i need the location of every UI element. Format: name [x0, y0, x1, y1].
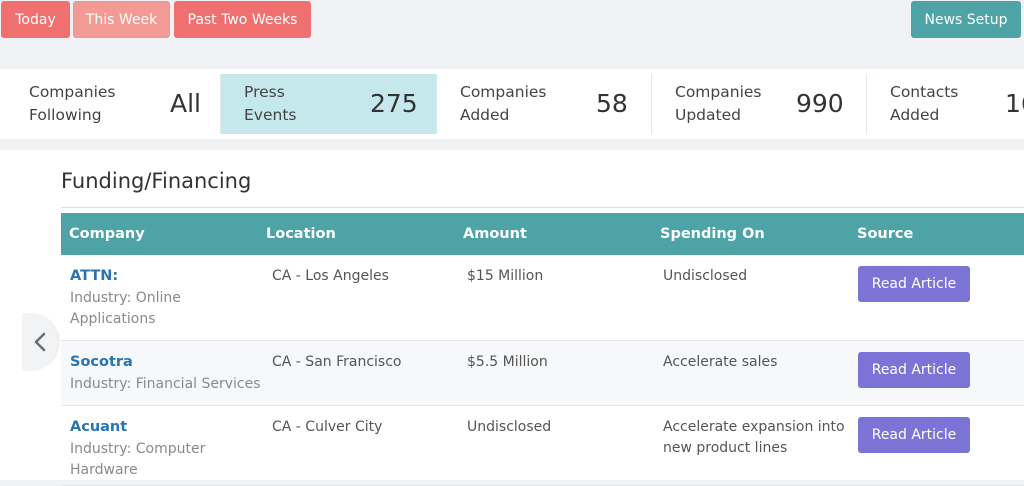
table-row: Socotra Industry: Financial Services CA … — [61, 341, 1024, 406]
stat-value: 275 — [370, 89, 418, 118]
read-article-button[interactable]: Read Article — [858, 417, 970, 453]
read-article-button[interactable]: Read Article — [858, 352, 970, 388]
stat-value: 990 — [796, 89, 844, 118]
location-cell: CA - San Francisco — [272, 354, 402, 370]
column-header-company[interactable]: Company — [69, 226, 145, 242]
section-title: Funding/Financing — [61, 169, 252, 193]
location-cell: CA - Los Angeles — [272, 268, 389, 284]
table-row: Acuant Industry: Computer Hardware CA - C… — [61, 406, 1024, 486]
stat-value: 16 — [1005, 89, 1024, 118]
spending-cell: Undisclosed — [663, 268, 748, 284]
stat-label: Companies Following — [29, 83, 116, 124]
divider — [61, 207, 1024, 208]
company-link[interactable]: ATTN: — [70, 268, 119, 284]
amount-cell: Undisclosed — [467, 419, 552, 435]
amount-cell: $5.5 Million — [467, 354, 548, 370]
stat-press-events[interactable]: Press Events 275 — [221, 74, 437, 134]
company-industry: Industry: Online Applications — [70, 290, 181, 327]
past-two-weeks-button[interactable]: Past Two Weeks — [174, 1, 311, 38]
today-button[interactable]: Today — [1, 1, 70, 38]
company-industry: Industry: Computer Hardware — [70, 441, 206, 478]
location-cell: CA - Culver City — [272, 419, 383, 435]
column-header-location[interactable]: Location — [266, 226, 336, 242]
this-week-button[interactable]: This Week — [73, 1, 170, 38]
column-header-amount[interactable]: Amount — [463, 226, 527, 242]
stat-label: Companies Updated — [675, 83, 762, 124]
funding-table: Company Location Amount Spending On Sour… — [61, 213, 1024, 486]
column-header-spending-on[interactable]: Spending On — [660, 226, 765, 242]
table-header: Company Location Amount Spending On Sour… — [61, 213, 1024, 255]
column-header-source[interactable]: Source — [857, 226, 914, 242]
stat-label: Press Events — [244, 83, 297, 124]
stat-companies-added[interactable]: Companies Added 58 — [437, 74, 652, 134]
company-industry: Industry: Financial Services — [70, 376, 261, 392]
news-setup-button[interactable]: News Setup — [911, 1, 1021, 38]
stat-companies-updated[interactable]: Companies Updated 990 — [652, 74, 867, 134]
stat-label: Companies Added — [460, 83, 547, 124]
read-article-button[interactable]: Read Article — [858, 266, 970, 302]
stat-value: All — [170, 89, 201, 118]
amount-cell: $15 Million — [467, 268, 544, 284]
stat-label: Contacts Added — [890, 83, 959, 124]
spending-cell: Accelerate expansion into new product lin… — [663, 419, 845, 456]
stats-bar: Companies Following All Press Events 275 C… — [0, 69, 1024, 139]
stat-value: 58 — [596, 89, 628, 118]
company-link[interactable]: Acuant — [70, 419, 128, 435]
table-row: ATTN: Industry: Online Applications CA - … — [61, 255, 1024, 341]
stat-companies-following[interactable]: Companies Following All — [6, 74, 221, 134]
spending-cell: Accelerate sales — [663, 354, 778, 370]
chevron-left-icon — [34, 332, 46, 352]
funding-panel: Funding/Financing Company Location Amoun… — [0, 150, 1024, 486]
filter-bar: Today This Week Past Two Weeks News Setu… — [0, 0, 1024, 58]
company-link[interactable]: Socotra — [70, 354, 133, 370]
